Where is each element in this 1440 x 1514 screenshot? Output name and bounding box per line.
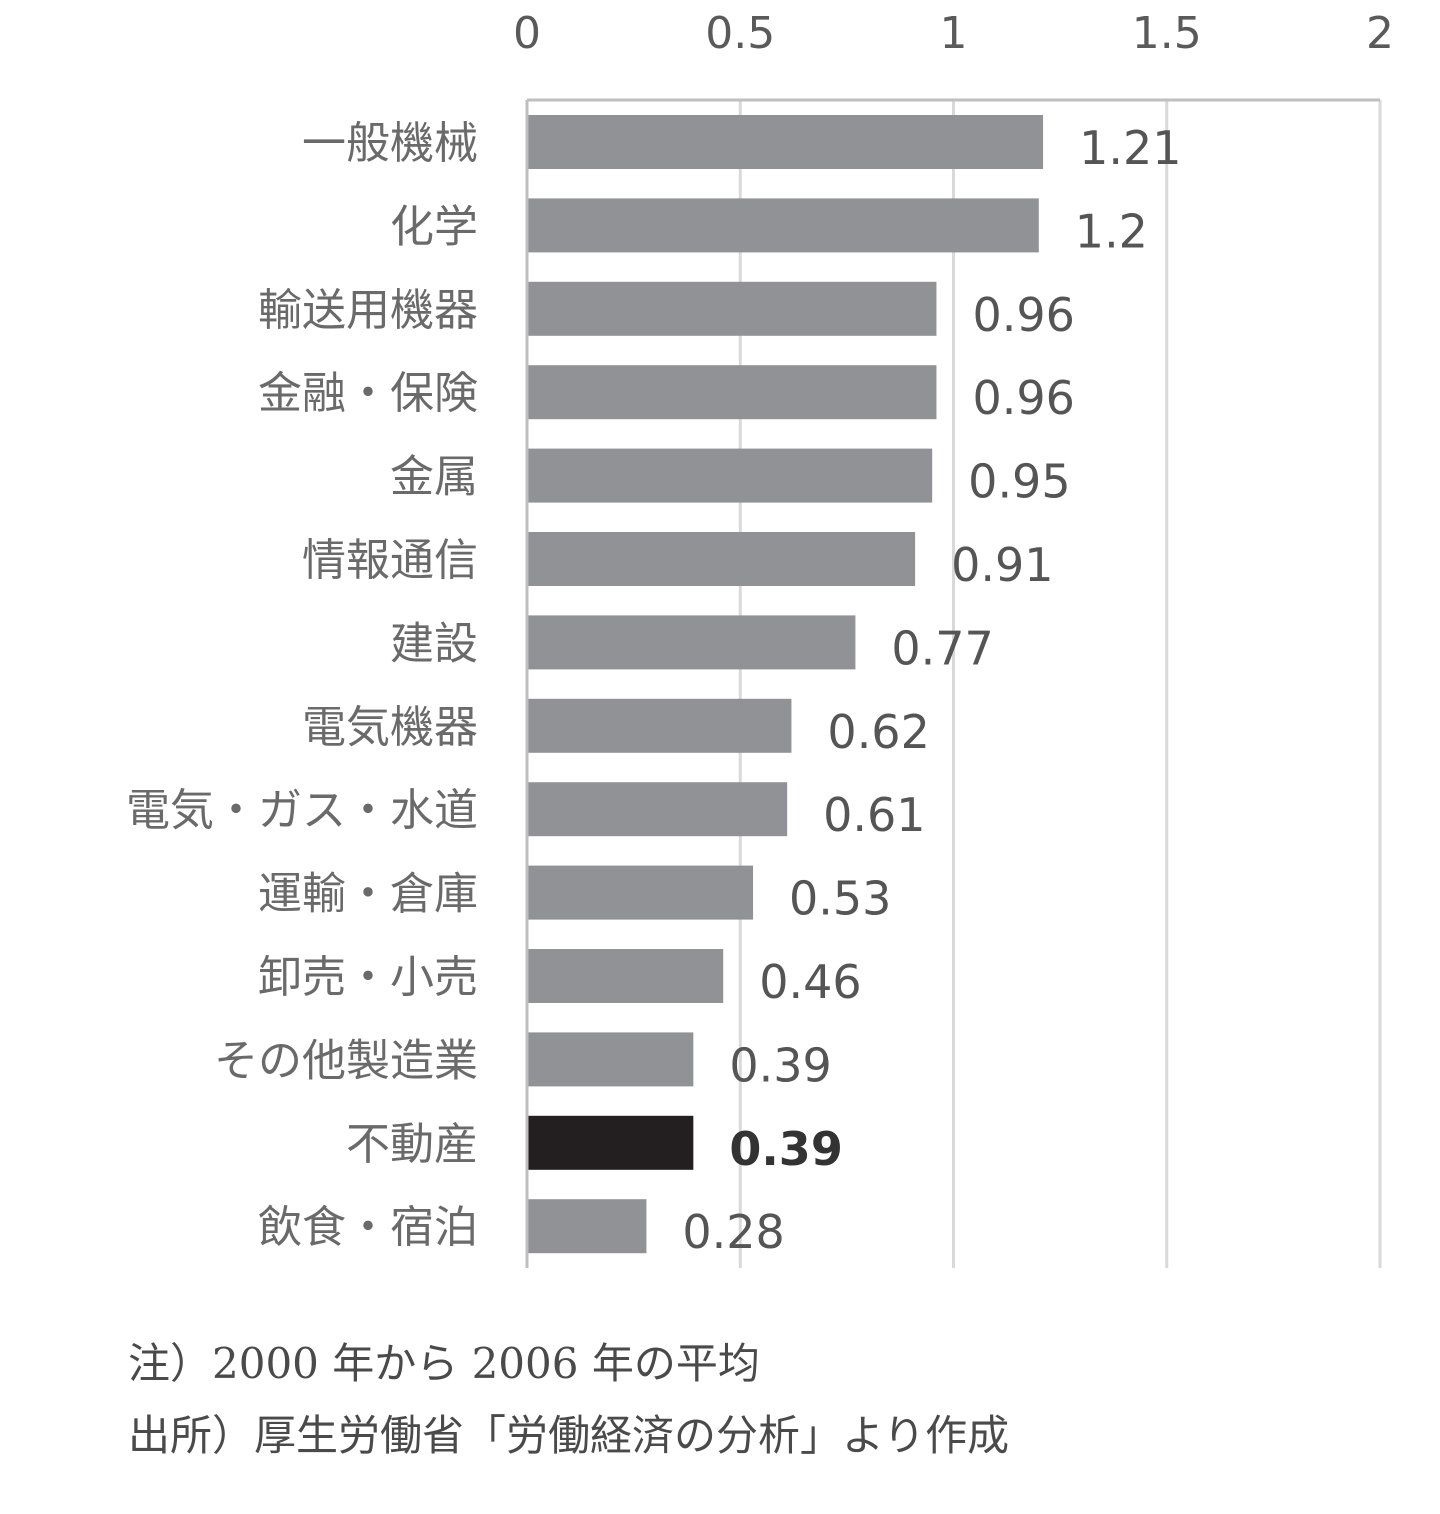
axes <box>525 98 1380 1268</box>
value-label: 1.21 <box>1079 121 1181 175</box>
value-label: 0.77 <box>891 621 993 675</box>
bar <box>527 615 856 670</box>
value-label: 0.62 <box>827 705 929 759</box>
value-label: 0.96 <box>972 288 1074 342</box>
category-label: 一般機械 <box>302 118 478 169</box>
value-labels: 1.211.20.960.960.950.910.770.620.610.530… <box>682 121 1181 1259</box>
value-label: 0.95 <box>968 455 1070 509</box>
value-label: 0.28 <box>682 1205 784 1259</box>
bar-highlight <box>527 1115 694 1170</box>
x-tick-label: 2 <box>1366 8 1394 59</box>
note-text: 注）2000 年から 2006 年の平均 <box>128 1339 760 1388</box>
x-tick-label: 1.5 <box>1132 8 1202 59</box>
bar <box>527 698 792 753</box>
category-label: 金属 <box>390 452 478 503</box>
bar <box>527 365 937 420</box>
category-label: 飲食・宿泊 <box>258 1202 478 1253</box>
bar <box>527 532 916 586</box>
chart-notes: 注）2000 年から 2006 年の平均 出所）厚生労働省「労働経済の分析」より… <box>128 1328 1009 1472</box>
category-label: 金融・保険 <box>258 368 478 419</box>
bar <box>527 782 788 837</box>
x-tick-label: 0 <box>513 8 541 59</box>
category-label: 輸送用機器 <box>258 285 478 336</box>
value-label: 0.91 <box>951 538 1053 592</box>
bar <box>527 198 1039 253</box>
category-labels: 一般機械化学輸送用機器金融・保険金属情報通信建設電気機器電気・ガス・水道運輸・倉… <box>126 118 478 1253</box>
category-label: 不動産 <box>346 1119 478 1170</box>
category-label: 卸売・小売 <box>258 952 478 1003</box>
bar <box>527 1199 647 1254</box>
x-tick-labels: 0 0.5 1 1.5 2 <box>513 8 1394 59</box>
category-label: 情報通信 <box>302 535 478 586</box>
value-label: 0.61 <box>823 788 925 842</box>
bar <box>527 281 937 336</box>
bar <box>527 865 754 920</box>
gridlines <box>738 100 1382 1268</box>
bar-chart: 0 0.5 1 1.5 2 一般機械化学輸送用機器金融・保険金属情報通信建設電気機器電気… <box>126 8 1394 1268</box>
category-label: 電気・ガス・水道 <box>126 785 478 836</box>
bar <box>527 115 1044 169</box>
category-label: 電気機器 <box>302 702 478 753</box>
value-label: 1.2 <box>1075 204 1148 258</box>
value-label: 0.39 <box>729 1038 831 1092</box>
bar <box>527 1032 694 1087</box>
value-label: 0.96 <box>972 371 1074 425</box>
source-text: 出所）厚生労働省「労働経済の分析」より作成 <box>128 1411 1010 1460</box>
category-label: その他製造業 <box>214 1035 478 1086</box>
bar <box>527 949 724 1003</box>
value-label: 0.46 <box>759 955 861 1009</box>
bars <box>527 115 1044 1254</box>
x-tick-label: 1 <box>940 8 968 59</box>
category-label: 運輸・倉庫 <box>258 869 478 920</box>
category-label: 建設 <box>390 618 478 669</box>
bar <box>527 448 933 503</box>
value-label: 0.53 <box>789 872 891 926</box>
value-label: 0.39 <box>729 1122 843 1176</box>
category-label: 化学 <box>390 201 478 252</box>
x-tick-label: 0.5 <box>705 8 775 59</box>
